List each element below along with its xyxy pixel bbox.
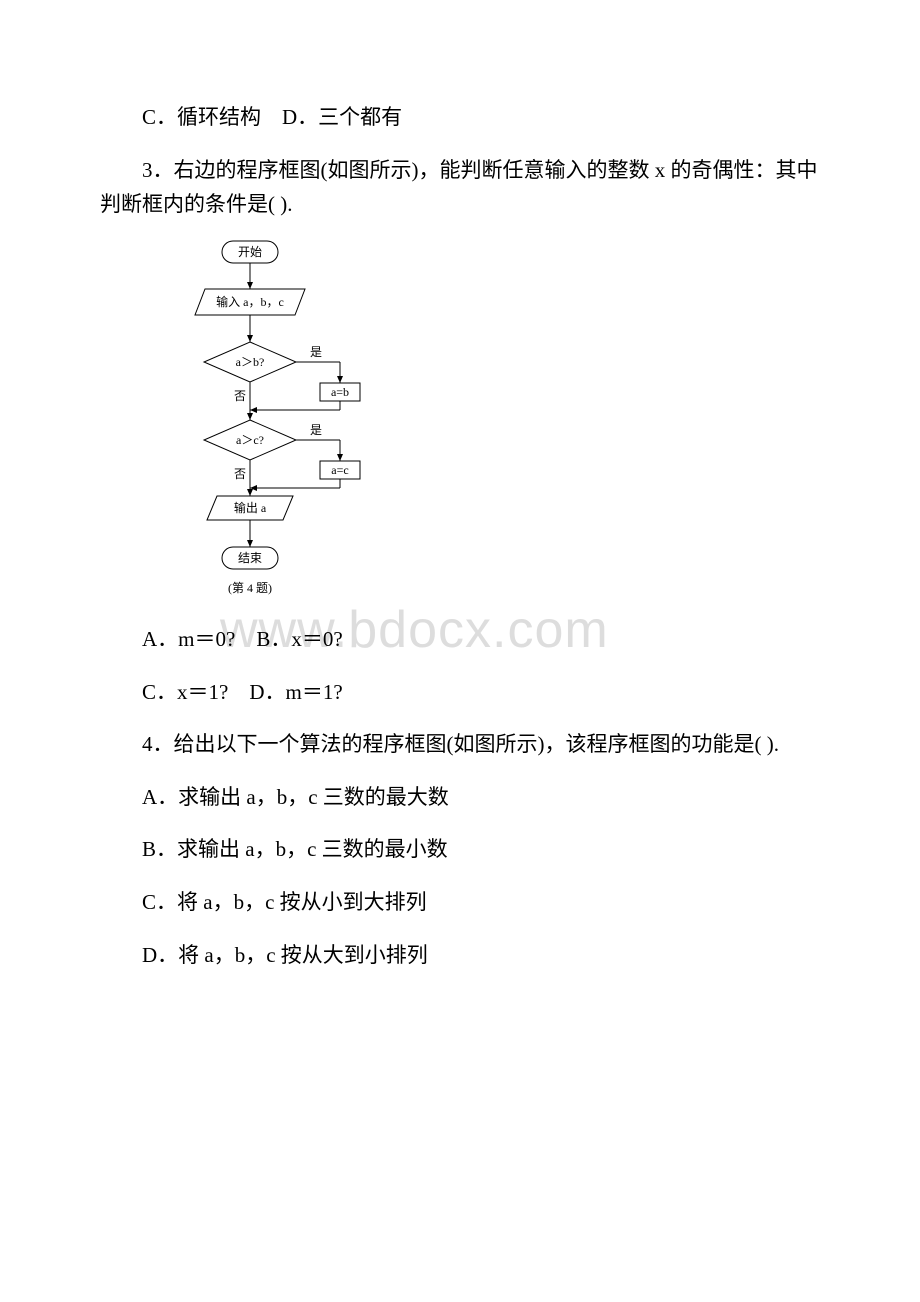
svg-text:a＞b?: a＞b? [236,355,265,369]
q3-options-cd: C．x＝1? D．m＝1? [100,675,820,710]
svg-text:否: 否 [234,389,246,403]
q4-option-c: C．将 a，b，c 按从小到大排列 [100,885,820,920]
svg-text:是: 是 [310,345,322,359]
flowchart-figure: 开始输入 a，b，ca＞b?a=ba＞c?a=c输出 a结束是否是否(第 4 题… [150,240,820,610]
q4-option-b: B．求输出 a，b，c 三数的最小数 [100,832,820,867]
question-3-text: 3．右边的程序框图(如图所示)，能判断任意输入的整数 x 的奇偶性：其中判断框内… [100,153,820,222]
q4-option-a: A．求输出 a，b，c 三数的最大数 [100,780,820,815]
svg-text:是: 是 [310,423,322,437]
svg-text:输出 a: 输出 a [234,500,267,515]
svg-text:a=c: a=c [331,463,348,477]
svg-text:输入 a，b，c: 输入 a，b，c [216,294,284,309]
svg-text:(第 4 题): (第 4 题) [228,581,272,595]
svg-text:a=b: a=b [331,385,349,399]
q3-options-ab: A．m＝0? B．x＝0? [100,622,820,657]
svg-text:a＞c?: a＞c? [236,433,264,447]
svg-text:开始: 开始 [238,245,262,259]
q4-option-d: D．将 a，b，c 按从大到小排列 [100,938,820,973]
svg-text:否: 否 [234,467,246,481]
option-line-cd: C．循环结构 D．三个都有 [100,100,820,135]
question-4-text: 4．给出以下一个算法的程序框图(如图所示)，该程序框图的功能是( ). [100,727,820,762]
svg-text:结束: 结束 [238,551,262,565]
